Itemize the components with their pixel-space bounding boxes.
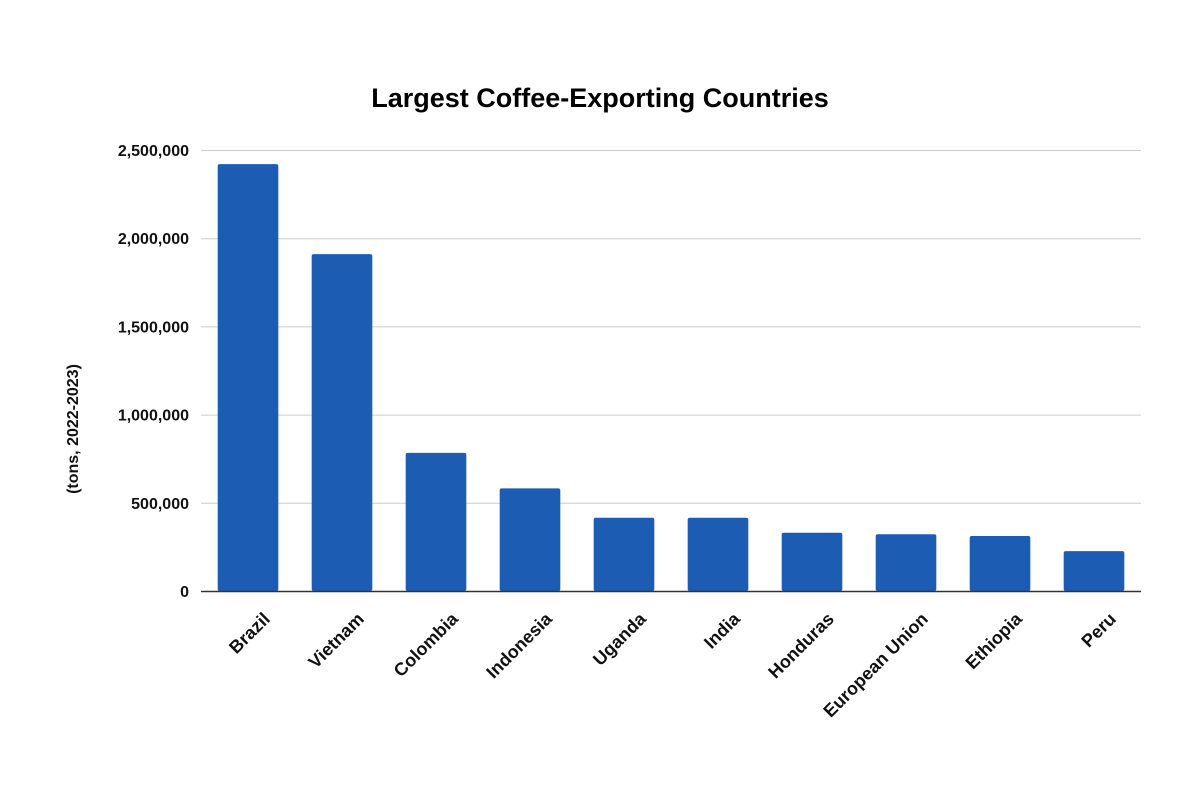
- x-category-label: Brazil: [225, 609, 274, 658]
- x-category-label: Honduras: [764, 609, 838, 683]
- x-category-label: Indonesia: [482, 608, 556, 682]
- bars: [217, 164, 1125, 592]
- y-tick-label: 1,500,000: [118, 319, 189, 336]
- bar-india: [687, 517, 749, 591]
- y-axis-ticks: 0 500,000 1,000,000 1,500,000 2,000,000 2,500…: [118, 143, 189, 601]
- bar-indonesia: [499, 488, 561, 591]
- x-category-label: Uganda: [589, 608, 651, 670]
- x-category-label: Ethiopia: [962, 608, 1027, 673]
- x-category-label: Colombia: [390, 608, 463, 681]
- y-axis-title: (tons, 2022-2023): [65, 364, 82, 494]
- bar-colombia: [405, 452, 467, 591]
- bar-ethiopia: [969, 535, 1031, 591]
- bar-honduras: [781, 532, 843, 591]
- bar-vietnam: [311, 254, 373, 592]
- x-category-label: Peru: [1077, 609, 1119, 651]
- x-axis-categories: Brazil Vietnam Colombia Indonesia Uganda Indi…: [225, 608, 1120, 721]
- bar-uganda: [593, 517, 655, 591]
- bar-european-union: [875, 534, 937, 591]
- y-tick-label: 2,000,000: [118, 231, 189, 248]
- x-category-label: European Union: [819, 609, 931, 721]
- bar-peru: [1063, 551, 1125, 591]
- chart-title: Largest Coffee-Exporting Countries: [371, 83, 829, 113]
- x-category-label: India: [700, 608, 745, 653]
- y-tick-label: 1,000,000: [118, 408, 189, 425]
- bar-brazil: [217, 164, 279, 591]
- y-tick-label: 0: [180, 584, 189, 601]
- y-tick-label: 2,500,000: [118, 143, 189, 160]
- y-tick-label: 500,000: [131, 496, 189, 513]
- x-category-label: Vietnam: [304, 609, 367, 672]
